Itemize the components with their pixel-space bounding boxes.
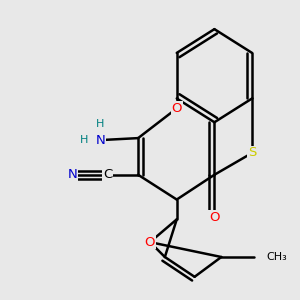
Text: S: S: [248, 146, 256, 160]
Text: H: H: [96, 119, 105, 129]
Text: CH₃: CH₃: [266, 252, 287, 262]
Text: O: O: [145, 236, 155, 249]
Text: N: N: [68, 168, 78, 181]
Text: H: H: [80, 135, 88, 145]
Text: N: N: [96, 134, 105, 147]
Text: O: O: [209, 211, 220, 224]
Text: O: O: [172, 102, 182, 115]
Text: C: C: [103, 168, 112, 181]
